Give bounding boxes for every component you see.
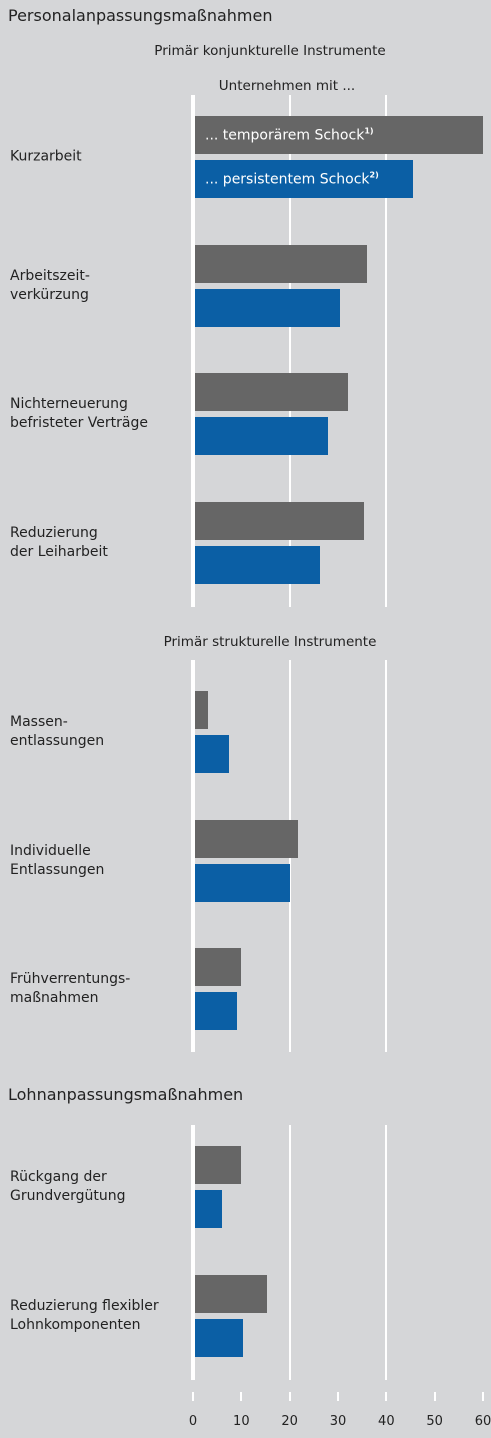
x-tick-label: 50: [426, 1414, 443, 1429]
x-tick-label: 30: [329, 1414, 347, 1429]
tick-mark: [482, 1392, 484, 1401]
subtitle: Primär strukturelle Instrumente: [163, 634, 377, 650]
bar: [195, 1318, 244, 1357]
x-tick-label: 20: [281, 1414, 298, 1429]
grid-line: [191, 660, 195, 1052]
bar: [195, 948, 242, 987]
category-label: Reduzierung flexibler Lohnkomponenten: [10, 1297, 159, 1333]
tick-mark: [337, 1392, 339, 1401]
category-label: Rückgang der Grundvergütung: [10, 1169, 126, 1204]
subtitle: Primär konjunkturelle Instrumente: [154, 43, 386, 59]
legend-label: ... temporärem Schock1): [205, 127, 374, 144]
bar: [195, 1190, 222, 1228]
category-label: Reduzierung der Leiharbeit: [10, 525, 108, 561]
bar: [195, 288, 341, 327]
bar: [195, 735, 230, 773]
grid-line: [288, 1125, 291, 1380]
grid-line: [385, 1125, 388, 1380]
tick-mark: [192, 1392, 194, 1401]
category-label: Individuelle Entlassungen: [10, 842, 105, 878]
legend-title: Unternehmen mit ...: [210, 78, 364, 94]
x-tick-label: 40: [378, 1414, 395, 1429]
bar: [195, 863, 290, 902]
bar: [195, 373, 348, 412]
grid-line: [191, 1125, 195, 1380]
bar: [195, 992, 237, 1031]
grid-line: [288, 95, 291, 607]
tick-mark: [240, 1392, 243, 1401]
bar: [195, 116, 483, 154]
grid-line: [191, 95, 195, 607]
bar: [195, 1146, 242, 1184]
legend-note: 2): [369, 170, 379, 180]
x-tick-label: 60: [474, 1414, 491, 1429]
x-tick-label: 10: [233, 1414, 250, 1429]
tick-mark: [433, 1392, 436, 1401]
grid-line: [385, 660, 388, 1052]
bar: [195, 244, 367, 283]
legend-name: ... temporärem Schock: [205, 127, 365, 144]
chart-title: Personalanpassungsmaßnahmen: [8, 6, 273, 25]
category-label: Frühverrentungs- maßnahmen: [10, 971, 131, 1007]
bar: [195, 417, 329, 456]
bar: [195, 819, 298, 858]
bar: [195, 691, 208, 729]
bar: [195, 502, 365, 541]
bar: [195, 546, 321, 585]
legend-label: ... persistentem Schock2): [205, 171, 379, 188]
x-tick-label: 0: [188, 1414, 198, 1429]
bar: [195, 1274, 267, 1313]
category-label: Massen- entlassungen: [10, 714, 105, 749]
chart-title: Lohnanpassungsmaßnahmen: [8, 1085, 244, 1104]
legend-note: 1): [364, 126, 374, 136]
tick-mark: [385, 1392, 388, 1401]
grid-line: [385, 95, 388, 607]
category-label: Arbeitszeit- verkürzung: [10, 267, 90, 303]
legend-name: ... persistentem Schock: [205, 171, 370, 188]
bar: [195, 160, 413, 198]
tick-mark: [288, 1392, 291, 1401]
category-label: Nichterneuerung befristeter Verträge: [10, 396, 148, 432]
category-label: Kurzarbeit: [10, 148, 82, 165]
